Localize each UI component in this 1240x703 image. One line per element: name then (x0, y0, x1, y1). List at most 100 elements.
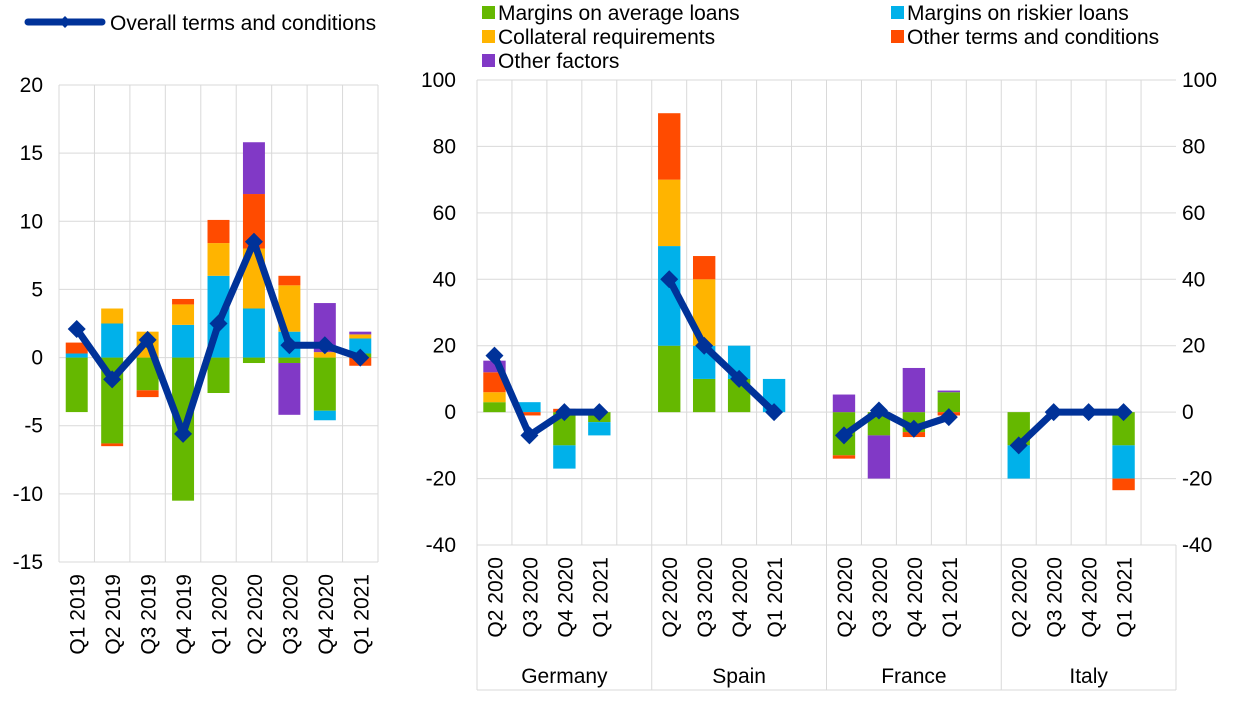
overall-marker-italy-q1-2021 (1114, 403, 1133, 422)
overall-marker-germany-q1-2021 (590, 403, 609, 422)
legend-label: Other factors (498, 50, 619, 73)
x-tick-label: Q2 2019 (102, 574, 125, 655)
overall-marker-spain-q2-2020 (660, 270, 679, 289)
legend: Overall terms and conditions Margins on … (24, 2, 1159, 73)
legend-swatch (891, 6, 904, 19)
x-tick-label: Q2 2020 (1009, 557, 1032, 638)
x-tick-label: Q1 2021 (939, 557, 962, 638)
legend-label: Collateral requirements (498, 26, 715, 49)
overall-marker-italy-q4-2020 (1079, 403, 1098, 422)
overall-marker-spain-q3-2020 (695, 336, 714, 355)
bar-q1-2020-collateral-requirements (207, 243, 230, 276)
overall-line-spain (665, 275, 778, 416)
y-tick-label: 10 (20, 210, 43, 233)
x-tick-label: Q2 2020 (484, 557, 507, 638)
bar-france-q2-2020-other-factors (832, 394, 856, 413)
bar-spain-q3-2020-margins-on-average-loans (692, 378, 716, 413)
legend-item-margins-average: Margins on average loans (482, 2, 740, 25)
legend-swatch (482, 6, 495, 19)
bar-q3-2019-margins-on-average-loans (136, 357, 159, 391)
bar-spain-q2-2020-other-terms-and-conditions (658, 113, 681, 180)
x-tick-label: Q2 2020 (834, 557, 857, 638)
x-tick-label: Q1 2021 (350, 574, 373, 655)
bar-q2-2020-margins-on-average-loans (242, 357, 265, 364)
overall-marker-italy-q3-2020 (1044, 403, 1063, 422)
bar-q1-2021-other-factors (349, 331, 372, 335)
bar-q4-2020-margins-on-average-loans (313, 357, 336, 411)
euro-area-chart: 20 15 10 5 0 -5 -10 -15 Q1 2019 Q2 2019 Q3 2019 Q4 … (13, 74, 379, 655)
x-tick-label: Q1 2021 (1114, 557, 1137, 638)
bar-q2-2019-margins-on-riskier-loans (101, 323, 124, 358)
x-tick-label: Q3 2020 (869, 557, 892, 638)
x-tick-label: Q4 2020 (1079, 557, 1102, 638)
y-tick-label-left: 80 (433, 135, 456, 158)
bar-q3-2020-other-terms-and-conditions (278, 275, 301, 286)
bar-q4-2019-collateral-requirements (172, 304, 195, 325)
bar-germany-q2-2020-other-factors (483, 360, 506, 373)
y-tick-label-right: -20 (1182, 468, 1212, 491)
bar-q3-2020-other-factors (278, 363, 301, 415)
bar-q4-2019-margins-on-riskier-loans (172, 324, 195, 358)
bar-q1-2021-margins-on-riskier-loans (349, 338, 372, 354)
bar-q1-2021-collateral-requirements (349, 334, 372, 339)
y-tick-label: 5 (31, 278, 43, 301)
overall-marker-france-q1-2021 (939, 408, 958, 427)
x-tick-label: Q4 2020 (729, 557, 752, 638)
bar-q3-2019-other-terms-and-conditions (136, 390, 159, 398)
bar-italy-q2-2020-margins-on-riskier-loans (1007, 445, 1030, 479)
overall-marker-france-q3-2020 (869, 401, 888, 420)
group-label-spain: Spain (712, 665, 766, 688)
x-tick-label: Q2 2020 (244, 574, 267, 655)
bar-spain-q2-2020-collateral-requirements (658, 179, 681, 247)
legend-swatch (482, 54, 495, 67)
x-tick-label: Q4 2020 (904, 557, 927, 638)
y-tick-label-left: 100 (421, 69, 456, 92)
y-tick-label-left: 60 (433, 202, 456, 225)
x-tick-label: Q3 2020 (694, 557, 717, 638)
bar-q4-2020-margins-on-riskier-loans (313, 410, 336, 421)
y-tick-label-left: 20 (433, 335, 456, 358)
legend-line-label: Overall terms and conditions (110, 12, 376, 35)
bar-q1-2020-margins-on-average-loans (207, 357, 230, 394)
legend-label: Margins on average loans (498, 2, 740, 25)
bar-france-q2-2020-other-terms-and-conditions (832, 455, 856, 459)
overall-marker-q1-2021 (351, 348, 370, 367)
overall-marker-q2-2019 (103, 370, 122, 389)
bar-germany-q3-2020-margins-on-riskier-loans (518, 402, 541, 413)
overall-marker-italy-q2-2020 (1009, 436, 1028, 455)
bar-france-q1-2021-other-factors (937, 390, 961, 393)
x-tick-label: Q3 2020 (279, 574, 302, 655)
legend-swatch (482, 30, 495, 43)
legend-label: Margins on riskier loans (907, 2, 1129, 25)
legend-item-collateral: Collateral requirements (482, 26, 715, 49)
bar-q2-2020-other-factors (242, 142, 265, 195)
group-label-france: France (881, 665, 946, 688)
y-tick-label: -10 (13, 483, 43, 506)
bar-q4-2019-other-terms-and-conditions (172, 298, 195, 305)
legend-item-other-terms: Other terms and conditions (891, 26, 1159, 49)
legend-line-marker (59, 16, 71, 28)
x-tick-label: Q3 2019 (138, 574, 161, 655)
group-label-germany: Germany (521, 665, 608, 688)
legend-item-margins-riskier: Margins on riskier loans (891, 2, 1129, 25)
bar-germany-q2-2020-other-terms-and-conditions (483, 372, 506, 393)
overall-line-italy (1015, 408, 1128, 449)
x-tick-label: Q1 2019 (67, 574, 90, 655)
overall-marker-germany-q4-2020 (555, 403, 574, 422)
overall-marker-q4-2020 (315, 336, 334, 355)
bar-france-q4-2020-other-factors (902, 367, 926, 413)
y-tick-label-left: 0 (444, 401, 456, 424)
overall-line-france (840, 406, 953, 439)
bar-germany-q3-2020-other-terms-and-conditions (518, 412, 541, 416)
bar-q1-2019-other-terms-and-conditions (65, 342, 88, 354)
overall-marker-q4-2019 (174, 424, 193, 443)
bar-germany-q2-2020-collateral-requirements (483, 392, 506, 403)
bar-germany-q1-2021-margins-on-riskier-loans (588, 422, 611, 436)
bar-q3-2020-margins-on-average-loans (278, 357, 301, 364)
x-tick-label: Q3 2020 (1044, 557, 1067, 638)
overall-line-germany (490, 352, 603, 439)
bar-germany-q4-2020-margins-on-riskier-loans (553, 445, 576, 469)
legend-item-other-factors: Other factors (482, 50, 619, 73)
group-label-italy: Italy (1069, 665, 1108, 688)
bar-q2-2020-margins-on-riskier-loans (242, 308, 265, 358)
